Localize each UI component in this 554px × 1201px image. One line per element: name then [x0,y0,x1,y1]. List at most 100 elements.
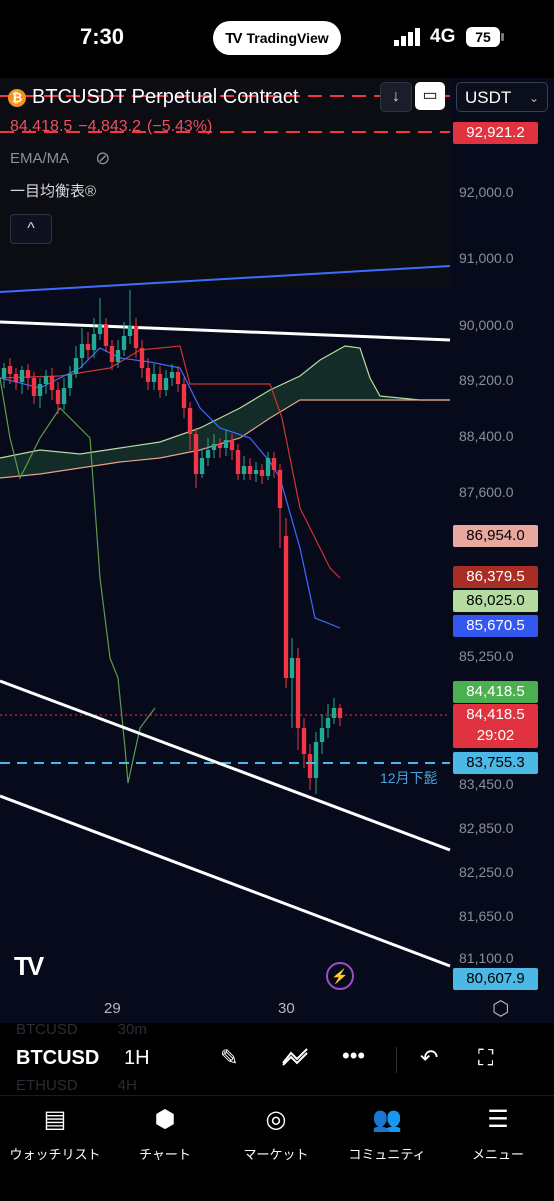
date-axis-label: 29 [104,1000,121,1017]
price-tag-senkou: 86,954.0 [453,525,538,547]
download-arrow-icon[interactable]: ↓ [380,82,412,112]
candle-body [1,368,7,378]
candle-body [331,708,337,718]
symbol-header[interactable]: ₿ BTCUSDT Perpetual Contract [8,86,298,109]
more-icon[interactable]: ••• [342,1043,366,1068]
nav-chart[interactable]: ⬢ チャート [110,1104,220,1163]
ghost-symbol: ETHUSD [16,1077,78,1094]
price-change: −4,843.2 [78,118,142,135]
undo-icon[interactable]: ↶ [420,1045,439,1070]
candle-body [181,384,187,408]
candle-body [145,368,151,382]
ghost-interval: 30m [117,1023,147,1038]
nav-menu[interactable]: ☰ メニュー [443,1104,553,1163]
candle-body [13,374,19,382]
eye-hidden-icon[interactable]: ⊘ [95,148,111,168]
collapse-indicators-button[interactable]: ^ [10,214,52,244]
nav-watchlist[interactable]: ▤ ウォッチリスト [0,1104,110,1163]
nav-label: ウォッチリスト [9,1147,101,1162]
candle-body [25,370,31,378]
currency-select[interactable]: USDT ⌄ [456,82,548,112]
tradingview-watermark-icon: TV [14,951,44,981]
indicator-ema-row[interactable]: EMA/MA ⊘ [10,148,110,169]
bookmark-list-icon: ▤ [43,1106,67,1133]
fullscreen-icon[interactable]: ⛶ [478,1045,494,1070]
chart-area[interactable]: ₿ BTCUSDT Perpetual Contract 84,418.5 −4… [0,78,554,1023]
candle-body [211,444,217,450]
currency-value: USDT [465,88,512,107]
candle-body [295,658,301,728]
candle-body [91,334,97,350]
candle-body [169,372,175,378]
candle-body [49,376,55,390]
candle-body [85,344,91,350]
price-axis-label: 82,250.0 [459,864,514,880]
candle-body [103,324,109,346]
last-price: 84,418.5 [10,118,73,135]
drawing-pen-icon[interactable]: ✎ [220,1045,239,1070]
symbol-selector[interactable]: BTCUSD [16,1047,100,1069]
candle-body [199,458,205,474]
price-tag-top: 92,921.2 [453,122,538,144]
tradingview-logo-icon: TV [225,29,242,47]
price-axis-label: 91,000.0 [459,250,514,266]
candle-body [79,344,85,358]
candle-body [253,470,259,474]
candle-body [43,376,49,384]
indicator-ema-label: EMA/MA [10,150,70,167]
fullscreen-frame-icon[interactable]: ▭ [415,82,445,110]
price-axis-label: 83,450.0 [459,776,514,792]
candle-body [67,374,73,388]
price-chart[interactable] [0,78,554,1023]
candle-body [289,658,295,678]
tradingview-pill[interactable]: TV TradingView [213,21,341,55]
chevron-down-icon: ⌄ [528,91,539,105]
bitcoin-icon: ₿ [8,88,26,107]
nav-market[interactable]: ◎ マーケット [221,1104,331,1163]
interval-selector[interactable]: 1H [124,1047,150,1069]
candle-body [187,408,193,434]
candle-body [277,470,283,508]
price-summary: 84,418.5 −4,843.2 (−5.43%) [10,118,212,136]
price-tag-green: 84,418.5 [453,681,538,703]
price-axis-label: 81,650.0 [459,908,514,924]
candles-icon: ⬢ [154,1106,176,1133]
candle-body [205,450,211,458]
indicators-icon[interactable] [281,1047,309,1067]
price-axis-label: 87,600.0 [459,484,514,500]
candle-body [37,384,43,396]
candle-body [139,348,145,368]
status-bar: 7:30 TV TradingView 4G 75 [0,0,554,78]
compass-icon: ◎ [265,1106,287,1133]
horizontal-line-label: 12月下髭 [380,770,438,786]
candle-body [133,326,139,348]
chart-settings-icon[interactable]: ⬡ [492,998,510,1020]
indicator-ichimoku[interactable]: 一目均衡表® [10,183,97,200]
price-tag-tenkan: 85,670.5 [453,615,538,637]
hamburger-menu-icon: ☰ [487,1106,509,1133]
price-axis-label: 82,850.0 [459,820,514,836]
candle-body [313,742,319,778]
network-type: 4G [430,26,456,47]
candle-body [223,440,229,448]
people-icon: 👥 [372,1106,402,1133]
candle-body [217,444,223,448]
candle-body [307,754,313,778]
candle-body [325,718,331,728]
battery-icon: 75 [466,27,504,47]
price-axis-label: 89,200.0 [459,372,514,388]
tradingview-pill-label: TradingView [246,30,329,46]
candle-countdown: 29:02 [476,727,515,744]
price-tag-kijun: 86,379.5 [453,566,538,588]
candle-body [109,346,115,362]
candle-body [61,388,67,404]
nav-community[interactable]: 👥 コミュニティ [332,1104,442,1163]
bottom-navigation: ▤ ウォッチリスト ⬢ チャート ◎ マーケット 👥 コミュニティ ☰ メニュー [0,1095,554,1201]
lightning-icon[interactable]: ⚡ [326,962,354,990]
price-tag-last: 84,418.5 29:02 [453,704,538,748]
candle-body [115,350,121,362]
price-axis-label: 88,400.0 [459,428,514,444]
price-tag-december: 83,755.3 [453,752,538,774]
ghost-symbol-row: BTCUSD 30m [16,1023,147,1038]
ghost-symbol-row: ETHUSD 4H [16,1077,137,1094]
